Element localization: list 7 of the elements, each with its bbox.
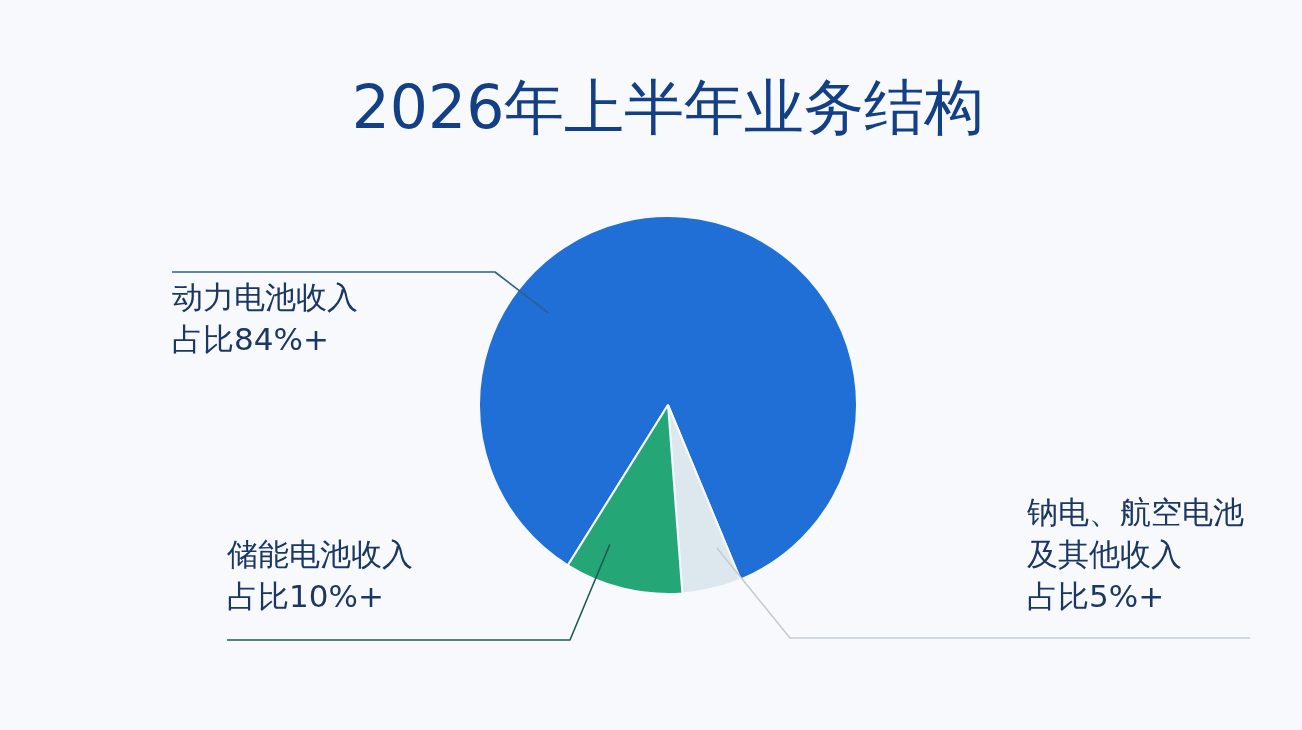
data-label: 占比5%+ <box>1027 578 1165 615</box>
chart-title: 2026年上半年业务结构 <box>351 71 985 142</box>
slice-label: 动力电池收入 <box>172 279 358 316</box>
data-label: 占比10%+ <box>227 578 384 615</box>
slice-label: 钠电、航空电池及其他收入 <box>1026 494 1244 573</box>
slice-label: 储能电池收入 <box>227 536 413 573</box>
data-label: 占比84%+ <box>172 321 329 358</box>
